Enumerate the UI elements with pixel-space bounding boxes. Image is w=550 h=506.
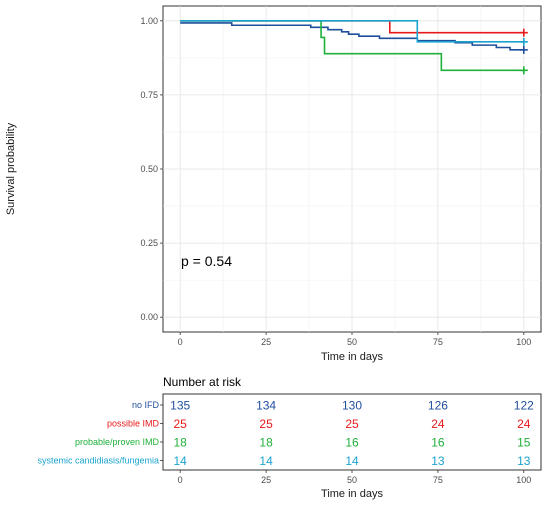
x-tick-label: 75 <box>433 337 443 347</box>
risk-row-label: systemic candidiasis/fungemia <box>37 456 159 466</box>
main-y-ticks: 0.00 0.25 0.50 0.75 1.00 <box>140 16 163 322</box>
risk-table-panel: no IFD possible IMD probable/proven IMD sys… <box>37 393 542 485</box>
risk-x-tick-label: 25 <box>261 475 271 485</box>
risk-count: 13 <box>517 454 531 468</box>
risk-count: 14 <box>345 454 359 468</box>
main-x-ticks: 0 25 50 75 100 <box>178 332 531 347</box>
x-tick-label: 50 <box>347 337 357 347</box>
risk-x-tick-label: 75 <box>433 475 443 485</box>
risk-count: 16 <box>431 436 445 450</box>
risk-count: 25 <box>345 417 359 431</box>
risk-count: 24 <box>517 417 531 431</box>
risk-count: 25 <box>259 417 273 431</box>
censor-mark-2 <box>519 66 528 75</box>
y-tick-label: 0.25 <box>140 238 158 248</box>
y-tick-label: 0.75 <box>140 90 158 100</box>
risk-row-label: possible IMD <box>107 419 160 429</box>
series-line-3 <box>180 20 524 43</box>
y-axis-title: Survival probability <box>5 122 17 215</box>
risk-count: 130 <box>342 399 362 413</box>
p-value-annotation: p = 0.54 <box>181 253 232 269</box>
risk-x-tick-label: 50 <box>347 475 357 485</box>
risk-count: 14 <box>174 454 188 468</box>
risk-count: 15 <box>517 436 531 450</box>
risk-table-title: Number at risk <box>163 375 242 389</box>
risk-count: 18 <box>174 436 188 450</box>
risk-count: 18 <box>259 436 273 450</box>
risk-count: 126 <box>428 399 448 413</box>
censor-mark-1 <box>519 28 528 37</box>
risk-count: 14 <box>259 454 273 468</box>
risk-count: 135 <box>170 399 190 413</box>
risk-count: 122 <box>514 399 534 413</box>
risk-table-row-labels: no IFD possible IMD probable/proven IMD sys… <box>37 400 163 466</box>
x-axis-title: Time in days <box>321 351 383 363</box>
risk-table-cells: 135 134 130 126 122 25 25 25 24 24 18 18 16 16 15 14 14 1… <box>170 399 534 469</box>
censor-mark-0 <box>519 45 528 54</box>
x-tick-label: 25 <box>261 337 271 347</box>
main-plot-panel: 0.00 0.25 0.50 0.75 1.00 0 25 50 75 100 p = 0.54 <box>140 5 542 347</box>
risk-row-label: probable/proven IMD <box>75 437 160 447</box>
risk-count: 134 <box>256 399 276 413</box>
risk-x-tick-label: 0 <box>178 475 183 485</box>
risk-table-x-ticks: 0 25 50 75 100 <box>178 470 531 485</box>
series-line-2 <box>180 20 524 72</box>
x-tick-label: 0 <box>178 337 183 347</box>
main-grid <box>163 6 541 332</box>
x-tick-label: 100 <box>516 337 531 347</box>
y-tick-label: 1.00 <box>140 16 158 26</box>
series-line-0 <box>180 22 524 51</box>
y-tick-label: 0.50 <box>140 164 158 174</box>
risk-count: 25 <box>174 417 188 431</box>
censor-mark-3 <box>519 37 528 46</box>
risk-row-label: no IFD <box>132 400 160 410</box>
risk-count: 16 <box>345 436 359 450</box>
y-tick-label: 0.00 <box>140 312 158 322</box>
risk-count: 24 <box>431 417 445 431</box>
risk-count: 13 <box>431 454 445 468</box>
risk-table-border <box>162 393 542 471</box>
main-series <box>180 20 528 75</box>
risk-table-x-axis-title: Time in days <box>321 488 383 500</box>
risk-x-tick-label: 100 <box>516 475 531 485</box>
